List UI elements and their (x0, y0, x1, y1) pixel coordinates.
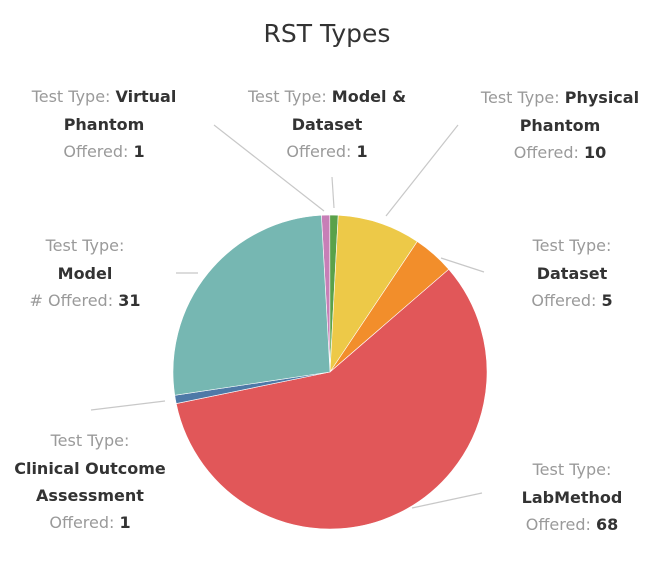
label-model: Test Type: Model # Offered: 31 (30, 236, 141, 310)
svg-text:Test Type:: Test Type: (532, 460, 612, 479)
svg-text:Dataset: Dataset (537, 264, 608, 283)
svg-text:Dataset: Dataset (292, 115, 363, 134)
svg-text:Phantom: Phantom (64, 115, 145, 134)
svg-text:Test Type:: Test Type: (532, 236, 612, 255)
svg-text:Clinical Outcome: Clinical Outcome (14, 459, 166, 478)
svg-text:Offered: 1: Offered: 1 (286, 142, 367, 161)
leader-model-dataset (331, 176, 335, 209)
svg-text:Offered: 1: Offered: 1 (49, 513, 130, 532)
leader-physical-phantom (385, 124, 459, 217)
svg-text:Test Type: Model &: Test Type: Model & (247, 87, 406, 106)
svg-text:Offered: 1: Offered: 1 (63, 142, 144, 161)
svg-text:Test Type:: Test Type: (50, 431, 130, 450)
leader-dataset (440, 257, 485, 273)
pie-slice-model[interactable] (172, 214, 331, 396)
pie-slice-physical-phantom[interactable] (329, 214, 418, 374)
svg-text:Offered: 5: Offered: 5 (531, 291, 612, 310)
svg-text:Phantom: Phantom (520, 116, 601, 135)
label-labmethod: Test Type: LabMethod Offered: 68 (522, 460, 623, 534)
leader-virtual-phantom (213, 124, 325, 212)
svg-text:Test Type: Virtual: Test Type: Virtual (31, 87, 177, 106)
label-virtual-phantom: Test Type: Virtual Phantom Offered: 1 (31, 87, 177, 161)
svg-text:Model: Model (58, 264, 113, 283)
leader-clinical (90, 400, 166, 411)
svg-text:Test Type:: Test Type: (45, 236, 125, 255)
chart-title: RST Types (264, 19, 391, 48)
svg-text:# Offered: 31: # Offered: 31 (30, 291, 141, 310)
label-dataset: Test Type: Dataset Offered: 5 (531, 236, 612, 310)
label-clinical-outcome: Test Type: Clinical Outcome Assessment O… (14, 431, 166, 532)
label-model-dataset: Test Type: Model & Dataset Offered: 1 (247, 87, 406, 161)
svg-text:Offered: 68: Offered: 68 (526, 515, 618, 534)
pie-slices (172, 214, 488, 530)
leader-labmethod (411, 492, 483, 509)
svg-text:Assessment: Assessment (36, 486, 144, 505)
leader-lines (90, 124, 485, 509)
label-physical-phantom: Test Type: Physical Phantom Offered: 10 (480, 88, 639, 162)
pie-slice-labmethod[interactable] (175, 268, 488, 530)
svg-text:Test Type: Physical: Test Type: Physical (480, 88, 639, 107)
svg-text:Offered: 10: Offered: 10 (514, 143, 606, 162)
svg-text:LabMethod: LabMethod (522, 488, 623, 507)
